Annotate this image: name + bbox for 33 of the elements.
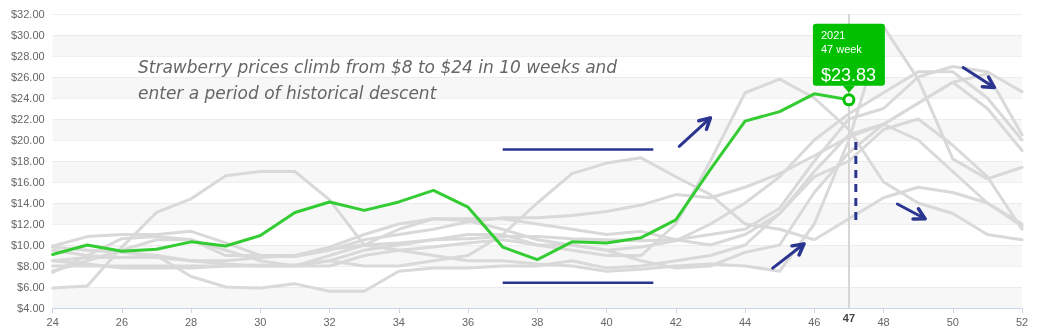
y-tick-label: $10.00 bbox=[10, 239, 45, 251]
y-tick-label: $12.00 bbox=[10, 218, 45, 230]
x-tick-label: 48 bbox=[877, 315, 890, 328]
y-tick-label: $14.00 bbox=[10, 197, 45, 209]
x-tick-label: 28 bbox=[185, 315, 198, 328]
y-tick-label: $22.00 bbox=[10, 113, 45, 125]
y-tick-label: $28.00 bbox=[10, 50, 45, 62]
y-tick-label: $24.00 bbox=[10, 92, 45, 104]
annotation: 2021 47 week $23.83 bbox=[820, 28, 876, 85]
x-tick-label: 44 bbox=[738, 315, 752, 328]
ref-line-label: 47 bbox=[842, 311, 856, 324]
x-tick-label: 42 bbox=[669, 315, 682, 328]
annotation: Strawberry prices climb from $8 to $24 in 10 weeks and enter a period of historical descent bbox=[138, 57, 623, 103]
y-tick-label: $4.00 bbox=[17, 302, 45, 314]
x-tick-label: 34 bbox=[392, 315, 405, 328]
x-tick-label: 52 bbox=[1015, 315, 1029, 328]
y-tick-label: $20.00 bbox=[10, 134, 45, 146]
x-tick-label: 24 bbox=[46, 315, 59, 328]
x-tick-label: 30 bbox=[254, 315, 267, 328]
x-tick-label: 26 bbox=[115, 315, 129, 328]
x-tick-label: 38 bbox=[531, 315, 544, 328]
x-tick-label: 46 bbox=[808, 315, 821, 328]
x-tick-label: 40 bbox=[600, 315, 613, 328]
y-tick-label: $18.00 bbox=[10, 155, 45, 167]
y-tick-label: $26.00 bbox=[10, 71, 45, 83]
y-tick-label: $6.00 bbox=[17, 281, 45, 293]
x-tick-label: 50 bbox=[946, 315, 959, 328]
y-tick-label: $16.00 bbox=[10, 176, 45, 188]
x-tick-label: 36 bbox=[461, 315, 475, 328]
y-tick-label: $32.00 bbox=[10, 8, 45, 20]
x-tick-label: 32 bbox=[323, 315, 336, 328]
y-tick-label: $8.00 bbox=[17, 260, 45, 272]
y-tick-label: $30.00 bbox=[10, 29, 45, 41]
